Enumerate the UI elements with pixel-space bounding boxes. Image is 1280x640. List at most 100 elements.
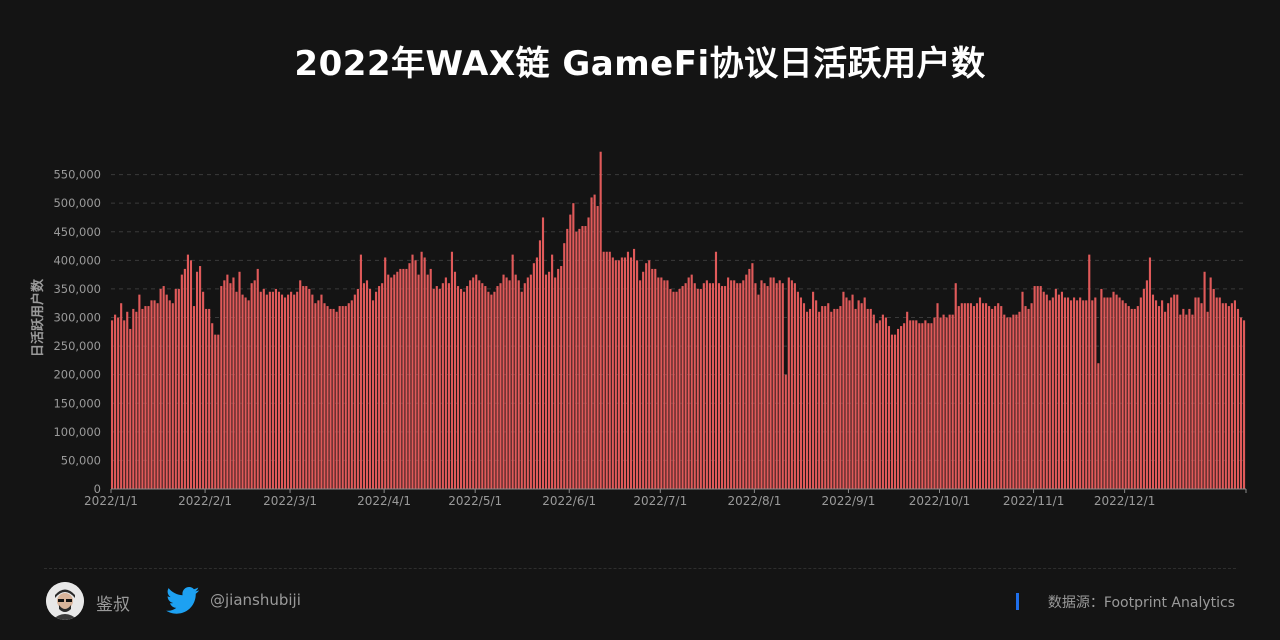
bar: [229, 283, 232, 489]
bar: [936, 303, 939, 489]
bar: [1027, 308, 1030, 489]
y-tick-label: 500,000: [53, 196, 101, 210]
bar: [211, 323, 214, 489]
bar: [414, 260, 417, 489]
bar: [1045, 294, 1048, 489]
bar: [642, 271, 645, 489]
bar: [578, 228, 581, 489]
bar: [881, 314, 884, 489]
bar: [693, 283, 696, 489]
bar: [466, 286, 469, 489]
bar: [463, 291, 466, 489]
bar: [730, 280, 733, 489]
bar: [411, 254, 414, 489]
bar: [141, 308, 144, 489]
bar: [302, 286, 305, 489]
bar: [1060, 291, 1064, 489]
bar: [390, 277, 393, 489]
bar: [341, 306, 344, 489]
bar: [796, 291, 799, 489]
bar: [535, 257, 538, 489]
avatar-icon: [46, 582, 84, 620]
bar: [1012, 314, 1015, 489]
bar: [760, 280, 763, 489]
bar: [915, 320, 918, 489]
bar: [453, 271, 457, 489]
bar: [1103, 297, 1106, 489]
x-axis-ticks: 2022/1/1 2022/2/1 2022/3/1 2022/4/1 2022/5/1…: [84, 489, 1247, 508]
bar: [472, 277, 475, 489]
bar: [353, 294, 356, 489]
bar: [1145, 280, 1148, 489]
bar: [350, 300, 353, 489]
bar: [1051, 297, 1054, 489]
bar: [1118, 297, 1121, 489]
bar: [186, 254, 189, 489]
bar: [526, 277, 529, 489]
bar: [684, 283, 687, 489]
bar: [833, 308, 836, 489]
bar: [802, 303, 806, 489]
bar: [1063, 297, 1067, 489]
bar: [678, 288, 681, 489]
bar: [657, 277, 660, 489]
bar: [538, 240, 542, 489]
bar: [114, 314, 117, 489]
bar: [1161, 300, 1164, 489]
bar: [854, 308, 857, 489]
bar: [636, 260, 639, 489]
bar: [845, 297, 848, 489]
bar: [1230, 303, 1233, 489]
bar: [1139, 297, 1142, 489]
bar: [1167, 303, 1170, 489]
bar: [593, 194, 596, 489]
bar: [608, 251, 611, 489]
bar: [1142, 288, 1145, 489]
bar: [1239, 317, 1243, 489]
bar: [262, 288, 265, 489]
bar: [690, 274, 693, 490]
bar: [429, 268, 432, 489]
bar: [781, 283, 784, 489]
bar: [305, 286, 308, 489]
bar: [274, 288, 278, 489]
y-axis-label: 日活跃用户数: [30, 278, 46, 357]
bar: [757, 294, 760, 489]
bar: [435, 286, 438, 489]
bar: [1115, 294, 1118, 489]
bar: [283, 297, 287, 489]
bar: [842, 291, 845, 489]
bar: [708, 283, 711, 489]
bar: [830, 311, 833, 489]
bar: [827, 303, 830, 489]
bar: [202, 291, 205, 489]
bar: [159, 288, 162, 489]
bar: [1018, 311, 1021, 489]
bar: [314, 303, 317, 489]
bar: [317, 300, 320, 489]
bar: [290, 291, 293, 489]
twitter-handle[interactable]: @jianshubiji: [210, 591, 301, 609]
bar: [893, 334, 897, 489]
bar: [402, 268, 405, 489]
bar: [918, 323, 921, 489]
bar: [132, 308, 135, 489]
bar: [1057, 294, 1060, 489]
bar: [1212, 288, 1215, 489]
bar: [484, 286, 487, 489]
bar: [177, 288, 180, 489]
bar: [387, 274, 390, 490]
bar: [256, 268, 259, 489]
bar: [933, 317, 936, 489]
y-tick-label: 300,000: [53, 311, 101, 325]
bar: [860, 303, 863, 489]
bar: [614, 260, 617, 489]
bar: [751, 263, 754, 489]
bar: [626, 251, 630, 489]
x-tick-label: 2022/6/1: [542, 494, 596, 508]
bar: [487, 291, 490, 489]
bar: [1079, 297, 1082, 489]
bar: [815, 300, 818, 489]
bar: [1151, 294, 1155, 489]
bar: [1157, 306, 1161, 489]
